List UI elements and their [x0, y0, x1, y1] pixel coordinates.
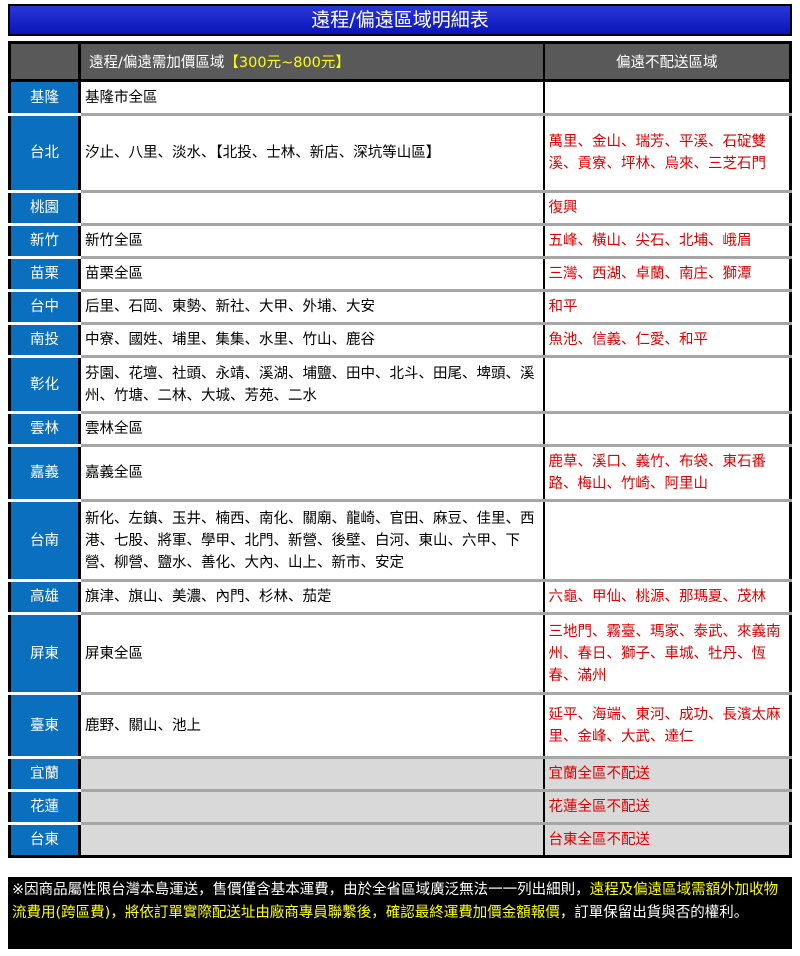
header-no-delivery: 偏遠不配送區域: [543, 42, 791, 82]
no-delivery-cell: [543, 356, 791, 414]
region-cell: 宜蘭: [9, 757, 81, 792]
table-row: 臺東 鹿野、關山、池上 延平、海端、東河、成功、長濱太麻里、金峰、大武、達仁: [9, 693, 791, 759]
region-cell: 嘉義: [9, 445, 81, 502]
no-delivery-cell: [543, 80, 791, 116]
table-row: 南投 中寮、國姓、埔里、集集、水里、竹山、鹿谷 魚池、信義、仁愛、和平: [9, 323, 791, 358]
surcharge-cell: 鹿野、關山、池上: [79, 693, 545, 759]
no-delivery-cell: 宜蘭全區不配送: [543, 757, 791, 792]
no-delivery-cell: 六龜、甲仙、桃源、那瑪夏、茂林: [543, 580, 791, 615]
surcharge-cell: 屏東全區: [79, 613, 545, 695]
table-row: 花蓮 花蓮全區不配送: [9, 790, 791, 825]
no-delivery-cell: 鹿草、溪口、義竹、布袋、東石番路、梅山、竹崎、阿里山: [543, 445, 791, 502]
region-cell: 基隆: [9, 80, 81, 116]
region-cell: 彰化: [9, 356, 81, 414]
region-cell: 台南: [9, 500, 81, 582]
table-row: 台東 台東全區不配送: [9, 823, 791, 857]
surcharge-cell: [79, 790, 545, 825]
footer-text-end: ，訂單保留出貨與否的權利。: [559, 905, 749, 921]
no-delivery-cell: 三地門、霧臺、瑪家、泰武、來義南州、春日、獅子、車城、牡丹、恆春、滿州: [543, 613, 791, 695]
table-row: 台南 新化、左鎮、玉井、楠西、南化、關廟、龍崎、官田、麻豆、佳里、西港、七股、將軍…: [9, 500, 791, 582]
table-row: 基隆 基隆市全區: [9, 80, 791, 116]
no-delivery-cell: 三灣、西湖、卓蘭、南庄、獅潭: [543, 257, 791, 292]
region-cell: 臺東: [9, 693, 81, 759]
surcharge-cell: 苗栗全區: [79, 257, 545, 292]
table-row: 台北 汐止、八里、淡水、【北投、士林、新店、深坑等山區】 萬里、金山、瑞芳、平溪、石…: [9, 114, 791, 193]
no-delivery-cell: [543, 500, 791, 582]
surcharge-cell: 新化、左鎮、玉井、楠西、南化、關廟、龍崎、官田、麻豆、佳里、西港、七股、將軍、學…: [79, 500, 545, 582]
table-row: 屏東 屏東全區 三地門、霧臺、瑪家、泰武、來義南州、春日、獅子、車城、牡丹、恆春、滿…: [9, 613, 791, 695]
region-cell: 新竹: [9, 224, 81, 259]
surcharge-cell: 新竹全區: [79, 224, 545, 259]
no-delivery-cell: 和平: [543, 290, 791, 325]
no-delivery-cell: 魚池、信義、仁愛、和平: [543, 323, 791, 358]
region-cell: 桃園: [9, 191, 81, 226]
region-cell: 高雄: [9, 580, 81, 615]
header-surcharge-label: 遠程/偏遠需加價區域: [89, 55, 225, 71]
region-cell: 台中: [9, 290, 81, 325]
no-delivery-cell: 花蓮全區不配送: [543, 790, 791, 825]
surcharge-cell: 基隆市全區: [79, 80, 545, 116]
no-delivery-cell: 台東全區不配送: [543, 823, 791, 857]
region-cell: 台北: [9, 114, 81, 193]
footer-note: ※因商品屬性限台灣本島運送，售價僅含基本運費，由於全省區域廣泛無法一一列出細則，…: [8, 877, 792, 949]
surcharge-cell: [79, 823, 545, 857]
region-cell: 南投: [9, 323, 81, 358]
table-row: 高雄 旗津、旗山、美濃、內門、杉林、茄萣 六龜、甲仙、桃源、那瑪夏、茂林: [9, 580, 791, 615]
region-cell: 屏東: [9, 613, 81, 695]
surcharge-cell: [79, 757, 545, 792]
region-table: 遠程/偏遠需加價區域【300元~800元】 偏遠不配送區域 基隆 基隆市全區 台北汐…: [8, 41, 792, 858]
table-row: 彰化 芬園、花壇、社頭、永靖、溪湖、埔鹽、田中、北斗、田尾、埤頭、溪州、竹塘、二林…: [9, 356, 791, 414]
header-region: [9, 42, 81, 82]
surcharge-cell: 汐止、八里、淡水、【北投、士林、新店、深坑等山區】: [79, 114, 545, 193]
page-title: 遠程/偏遠區域明細表: [8, 4, 792, 36]
table-row: 雲林 雲林全區: [9, 412, 791, 447]
table-row: 桃園 復興: [9, 191, 791, 226]
surcharge-cell: 嘉義全區: [79, 445, 545, 502]
surcharge-cell: 旗津、旗山、美濃、內門、杉林、茄萣: [79, 580, 545, 615]
region-cell: 苗栗: [9, 257, 81, 292]
no-delivery-cell: 五峰、橫山、尖石、北埔、峨眉: [543, 224, 791, 259]
surcharge-cell: [79, 191, 545, 226]
surcharge-cell: 芬園、花壇、社頭、永靖、溪湖、埔鹽、田中、北斗、田尾、埤頭、溪州、竹塘、二林、大…: [79, 356, 545, 414]
no-delivery-cell: 萬里、金山、瑞芳、平溪、石碇雙溪、貢寮、坪林、烏來、三芝石門: [543, 114, 791, 193]
no-delivery-cell: 復興: [543, 191, 791, 226]
region-cell: 花蓮: [9, 790, 81, 825]
table-row: 宜蘭 宜蘭全區不配送: [9, 757, 791, 792]
table-row: 新竹 新竹全區 五峰、橫山、尖石、北埔、峨眉: [9, 224, 791, 259]
footer-highlight: 遠程及偏遠區域需額外加收物流費用(跨區費)，將依訂單實際配送址由廠商專員聯繫後，…: [12, 882, 779, 921]
table-row: 苗栗 苗栗全區 三灣、西湖、卓蘭、南庄、獅潭: [9, 257, 791, 292]
table-row: 台中 后里、石岡、東勢、新社、大甲、外埔、大安 和平: [9, 290, 791, 325]
no-delivery-cell: 延平、海端、東河、成功、長濱太麻里、金峰、大武、達仁: [543, 693, 791, 759]
header-price-range: 【300元~800元】: [224, 55, 350, 71]
region-cell: 雲林: [9, 412, 81, 447]
surcharge-cell: 后里、石岡、東勢、新社、大甲、外埔、大安: [79, 290, 545, 325]
no-delivery-cell: [543, 412, 791, 447]
surcharge-cell: 雲林全區: [79, 412, 545, 447]
table-header: 遠程/偏遠需加價區域【300元~800元】 偏遠不配送區域: [9, 42, 791, 82]
header-surcharge: 遠程/偏遠需加價區域【300元~800元】: [79, 42, 545, 82]
table-row: 嘉義 嘉義全區 鹿草、溪口、義竹、布袋、東石番路、梅山、竹崎、阿里山: [9, 445, 791, 502]
surcharge-cell: 中寮、國姓、埔里、集集、水里、竹山、鹿谷: [79, 323, 545, 358]
footer-text: ※因商品屬性限台灣本島運送，售價僅含基本運費，由於全省區域廣泛無法一一列出細則，: [12, 882, 590, 898]
region-cell: 台東: [9, 823, 81, 857]
